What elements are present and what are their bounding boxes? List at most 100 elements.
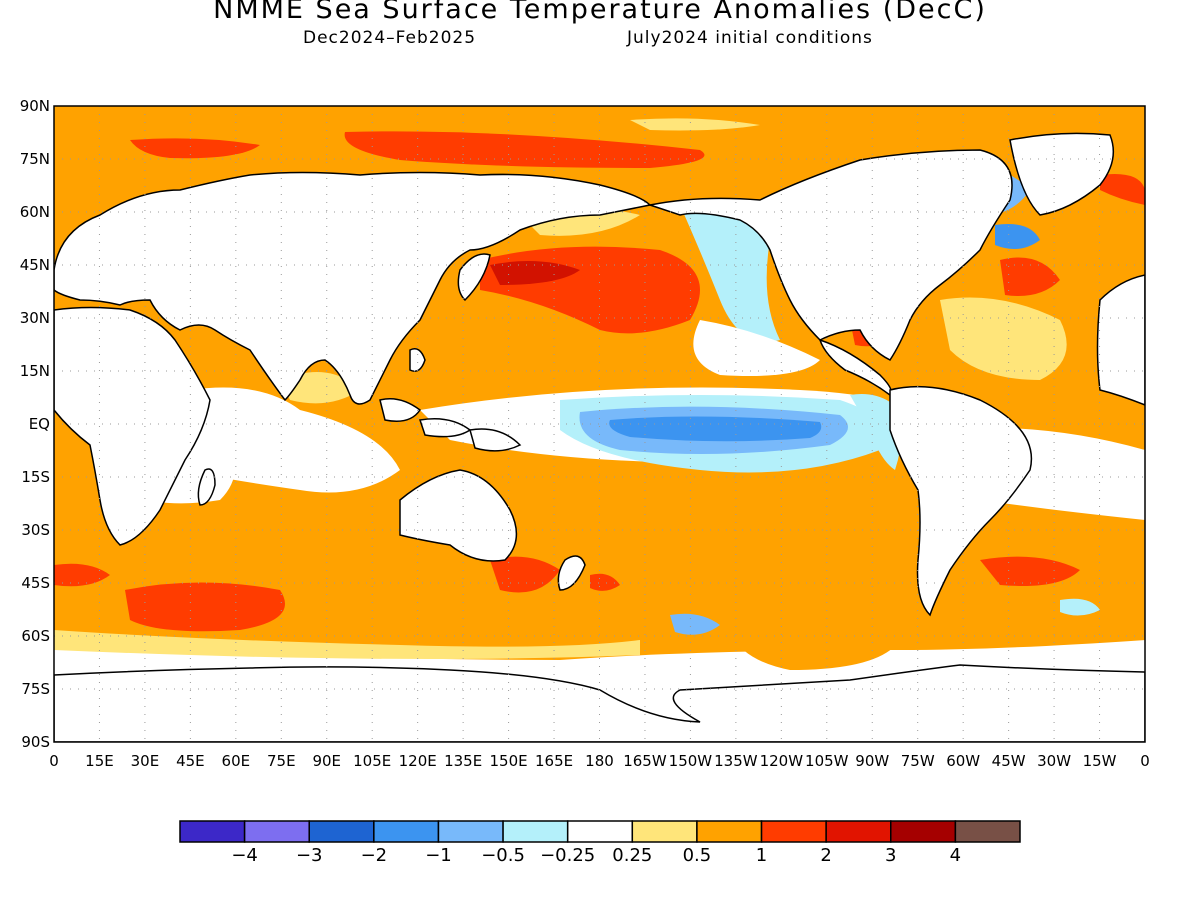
southeast-pacific-cool — [670, 613, 720, 635]
lon-tick-label: 15E — [85, 752, 114, 770]
initial-conditions: July2024 initial conditions — [627, 28, 873, 48]
lat-tick-label: 75N — [20, 150, 50, 168]
lat-tick-label: 15N — [20, 362, 50, 380]
colorbar-swatch — [890, 820, 957, 843]
colorbar-swatch — [954, 820, 1021, 843]
subtropical-neutral — [693, 320, 820, 376]
colorbar-label: −4 — [231, 845, 258, 866]
lat-tick-label: 45S — [21, 574, 50, 592]
lat-tick-label: 90S — [21, 733, 50, 751]
colorbar-label: −1 — [425, 845, 452, 866]
forecast-period: Dec2024–Feb2025 — [303, 28, 477, 48]
lon-tick-label: 0 — [49, 752, 59, 770]
colorbar-swatch — [631, 820, 698, 843]
lon-tick-label: 150E — [490, 752, 528, 770]
new-zealand-warm — [590, 573, 620, 591]
continents — [54, 132, 1145, 742]
tasman-warm — [490, 556, 560, 593]
colorbar-label: −0.25 — [540, 845, 595, 866]
lon-tick-label: 165W — [623, 752, 667, 770]
lon-tick-label: 0 — [1140, 752, 1150, 770]
lon-tick-label: 105E — [353, 752, 391, 770]
south-pacific-warm-patch — [730, 626, 900, 670]
arctic-light-patch — [630, 118, 760, 131]
lon-tick-label: 165E — [535, 752, 573, 770]
anomaly-field — [54, 106, 1145, 742]
north-atlantic-warm — [1100, 174, 1145, 205]
north-america — [647, 149, 1013, 361]
lon-tick-label: 90E — [312, 752, 341, 770]
lon-tick-label: 105W — [805, 752, 849, 770]
colorbar-label: 4 — [950, 845, 961, 866]
lon-tick-label: 135W — [714, 752, 758, 770]
colorbar-label: 1 — [756, 845, 767, 866]
lon-tick-label: 75W — [901, 752, 935, 770]
colorbar-swatch — [373, 820, 440, 843]
lon-tick-label: 30E — [131, 752, 160, 770]
new-zealand — [557, 555, 586, 591]
lat-tick-label: 60S — [21, 627, 50, 645]
colorbar-swatch — [696, 820, 763, 843]
lon-tick-label: 150W — [669, 752, 713, 770]
colorbar-swatch — [243, 820, 310, 843]
colorbar-swatch — [179, 820, 246, 843]
colorbar-swatch — [760, 820, 827, 843]
lon-tick-label: 45E — [176, 752, 205, 770]
latitude-axis: 90N 75N 60N 45N 30N 15N EQ 15S 30S 45S 60S 75S 90S — [20, 97, 50, 751]
lat-tick-label: 30N — [20, 309, 50, 327]
lat-tick-label: 75S — [21, 680, 50, 698]
southwest-indian-strong — [54, 563, 110, 587]
madagascar — [197, 468, 216, 506]
colorbar-swatch — [825, 820, 892, 843]
africa — [54, 306, 211, 546]
lon-tick-label: 60W — [946, 752, 980, 770]
lon-tick-label: 60E — [222, 752, 251, 770]
map-title: NMME Sea Surface Temperature Anomalies (… — [213, 0, 987, 25]
lat-tick-label: 30S — [21, 521, 50, 539]
colorbar-swatch — [308, 820, 375, 843]
northeast-pacific-cool — [680, 205, 780, 342]
colorbar-label: −0.5 — [481, 845, 525, 866]
south-atlantic-cool — [1060, 598, 1100, 616]
colorbar-label: 0.5 — [683, 845, 712, 866]
colorbar-label: 2 — [820, 845, 831, 866]
mid-atlantic-light — [940, 297, 1067, 380]
lon-tick-label: 15W — [1083, 752, 1117, 770]
colorbar-label: −3 — [296, 845, 323, 866]
map-frame — [53, 105, 1146, 743]
lat-tick-label: EQ — [29, 415, 50, 433]
lon-tick-label: 30W — [1037, 752, 1071, 770]
colorbar-label: −2 — [361, 845, 388, 866]
lon-tick-label: 120E — [399, 752, 437, 770]
enso-cool-strong — [609, 416, 822, 442]
sumatra — [379, 398, 422, 422]
lon-tick-label: 45W — [992, 752, 1026, 770]
colorbar: −4 −3 −2 −1 −0.5 −0.25 0.25 0.5 1 2 3 4 — [179, 820, 1021, 866]
south-atlantic-strong — [980, 556, 1080, 586]
colorbar-swatch — [437, 820, 504, 843]
new-guinea — [469, 428, 522, 452]
colorbar-swatch — [566, 820, 634, 843]
australia — [399, 469, 518, 562]
lat-tick-label: 45N — [20, 256, 50, 274]
lon-tick-label: 75E — [267, 752, 296, 770]
eastern-pacific-cool — [850, 394, 902, 470]
arctic-warm-patch-1 — [130, 138, 260, 159]
lat-tick-label: 90N — [20, 97, 50, 115]
gulf-stream-cool — [995, 224, 1040, 249]
indian-ocean-neutral — [180, 387, 400, 493]
lon-tick-label: 90W — [855, 752, 889, 770]
colorbar-label: 0.25 — [612, 845, 652, 866]
colorbar-swatch — [502, 820, 569, 843]
eurasia — [54, 171, 652, 405]
lat-tick-label: 15S — [21, 468, 50, 486]
colorbar-label: 3 — [885, 845, 896, 866]
circumpolar-light — [54, 630, 640, 659]
lon-tick-label: 135E — [444, 752, 482, 770]
lat-tick-label: 60N — [20, 203, 50, 221]
south-america — [889, 385, 1033, 617]
gulf-stream-warm — [1000, 257, 1060, 296]
north-pacific-extreme — [490, 261, 580, 285]
longitude-axis: 0 15E 30E 45E 60E 75E 90E 105E 120E 135E 150E 165E 1… — [49, 752, 1150, 770]
